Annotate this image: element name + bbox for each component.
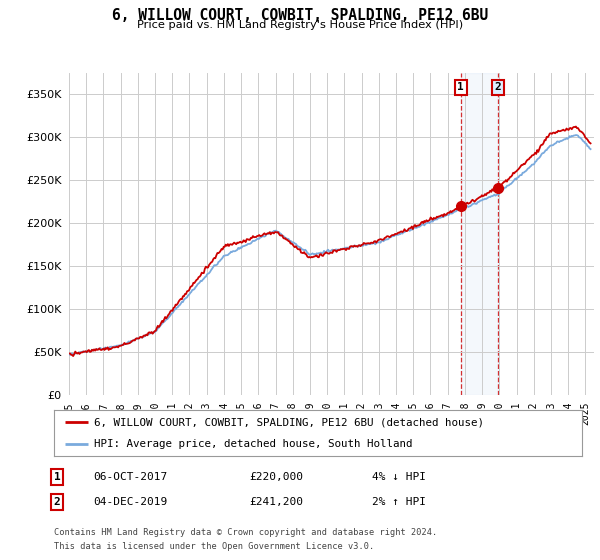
Text: 6, WILLOW COURT, COWBIT, SPALDING, PE12 6BU (detached house): 6, WILLOW COURT, COWBIT, SPALDING, PE12 …	[94, 417, 484, 427]
Text: HPI: Average price, detached house, South Holland: HPI: Average price, detached house, Sout…	[94, 439, 412, 449]
Text: £220,000: £220,000	[249, 472, 303, 482]
Text: This data is licensed under the Open Government Licence v3.0.: This data is licensed under the Open Gov…	[54, 542, 374, 550]
Text: 2: 2	[53, 497, 61, 507]
Text: 04-DEC-2019: 04-DEC-2019	[93, 497, 167, 507]
Text: 2: 2	[494, 82, 502, 92]
Text: 2% ↑ HPI: 2% ↑ HPI	[372, 497, 426, 507]
Text: 6, WILLOW COURT, COWBIT, SPALDING, PE12 6BU: 6, WILLOW COURT, COWBIT, SPALDING, PE12 …	[112, 8, 488, 24]
Text: 1: 1	[457, 82, 464, 92]
Text: Price paid vs. HM Land Registry's House Price Index (HPI): Price paid vs. HM Land Registry's House …	[137, 20, 463, 30]
Text: Contains HM Land Registry data © Crown copyright and database right 2024.: Contains HM Land Registry data © Crown c…	[54, 528, 437, 537]
Text: £241,200: £241,200	[249, 497, 303, 507]
Text: 4% ↓ HPI: 4% ↓ HPI	[372, 472, 426, 482]
Text: 06-OCT-2017: 06-OCT-2017	[93, 472, 167, 482]
Bar	[461, 73, 498, 395]
Text: 1: 1	[53, 472, 61, 482]
